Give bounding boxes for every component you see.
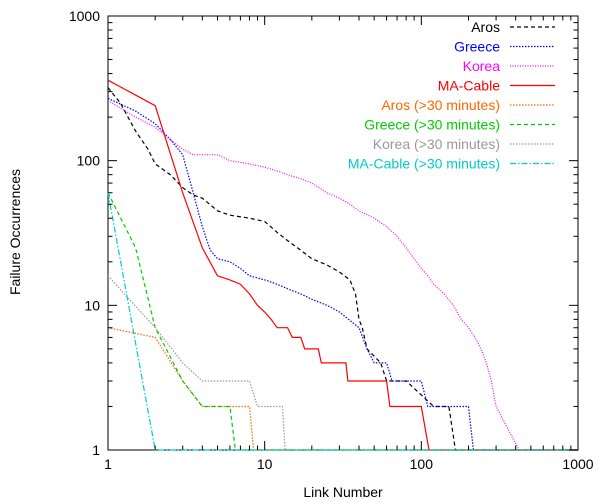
series-line-3 — [107, 100, 578, 451]
series-line-2 — [107, 97, 578, 451]
x-tick-label: 10 — [257, 456, 273, 472]
legend-label: Aros — [471, 19, 500, 35]
x-axis-title: Link Number — [303, 484, 383, 500]
x-tick-label: 100 — [410, 456, 434, 472]
series-line-5 — [107, 327, 578, 451]
series-layer — [107, 79, 578, 451]
legend-label: Korea — [463, 58, 501, 74]
y-tick-label: 1 — [92, 442, 100, 458]
y-tick-label: 10 — [84, 297, 100, 313]
series-line-6 — [107, 192, 578, 451]
ticks-layer: 1 10 100 1000 1 10 100 1000 — [69, 8, 594, 472]
x-tick-label: 1000 — [562, 456, 593, 472]
series-line-4 — [107, 79, 578, 451]
y-axis-title: Failure Occurrences — [7, 169, 23, 295]
y-tick-label: 100 — [77, 153, 101, 169]
plot-frame — [107, 15, 579, 451]
y-tick-label: 1000 — [69, 8, 100, 24]
plot-border — [107, 15, 579, 451]
legend: Aros Greece Korea MA-Cable Aros (>30 minutes… — [348, 19, 555, 172]
x-tick-label: 1 — [104, 456, 112, 472]
legend-label: MA-Cable — [438, 78, 500, 94]
legend-label: Korea (>30 minutes) — [373, 136, 500, 152]
legend-label: Greece — [454, 39, 500, 55]
legend-label: Greece (>30 minutes) — [364, 117, 500, 133]
series-line-7 — [107, 275, 578, 451]
legend-label: MA-Cable (>30 minutes) — [348, 156, 500, 172]
series-line-1 — [107, 87, 578, 451]
series-line-8 — [107, 192, 578, 451]
legend-label: Aros (>30 minutes) — [381, 97, 500, 113]
